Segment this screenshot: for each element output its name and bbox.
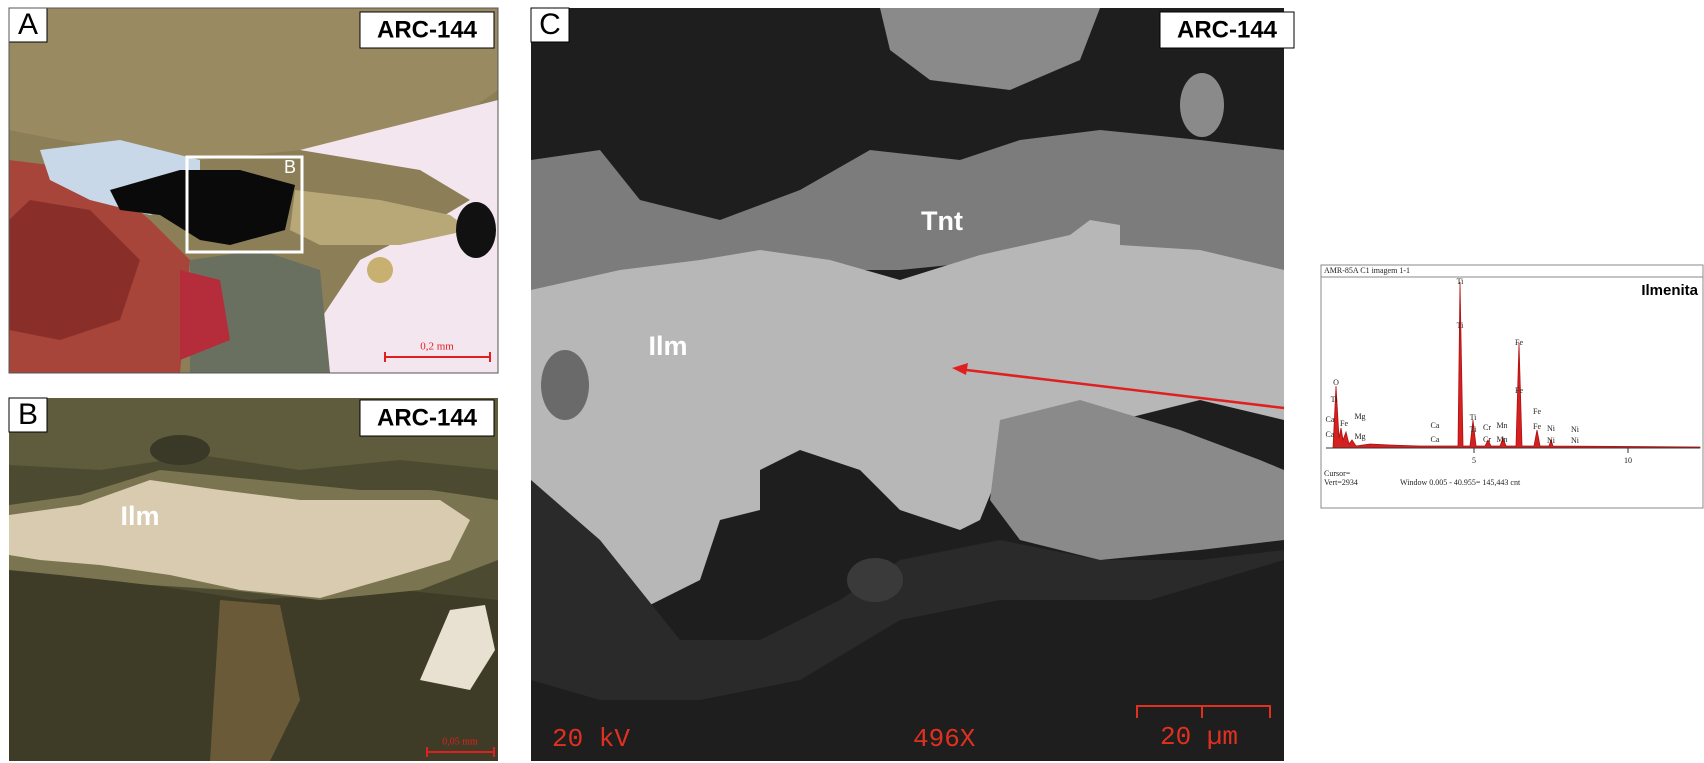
spectrum-frame: [1321, 265, 1703, 508]
peak-label: Ti: [1470, 425, 1478, 434]
sem-scale: 20 µm: [1160, 722, 1238, 752]
peak-label: Ca: [1326, 415, 1335, 424]
peak-label: Cr: [1483, 435, 1491, 444]
peak-label: Fe: [1515, 386, 1523, 395]
peak-label: Ti: [1470, 413, 1478, 422]
panel-letter: A: [18, 8, 38, 41]
peak-label: O: [1333, 378, 1339, 387]
spectrum-cursor: Cursor=: [1324, 469, 1351, 478]
peak-label: Ni: [1547, 424, 1556, 433]
eds-spectrum: AMR-85A C1 imagem 1-1 Ilmenita 5 10 Curs…: [1321, 265, 1703, 508]
sem-magnification: 496X: [913, 724, 976, 754]
panel-a-image: [9, 8, 498, 373]
peak-label: Ni: [1571, 425, 1580, 434]
peak-label: Ti: [1331, 395, 1339, 404]
panel-letter: B: [18, 398, 38, 431]
sample-tag: ARC-144: [377, 16, 478, 43]
peak-label: Mn: [1496, 421, 1507, 430]
zoom-box-label: B: [284, 157, 296, 177]
peak-label: Ca: [1431, 421, 1440, 430]
peak-label: Mg: [1354, 432, 1365, 441]
peak-label: Mg: [1354, 412, 1365, 421]
peak-label: Fe: [1533, 407, 1541, 416]
spectrum-vert: Vert=2934: [1324, 478, 1358, 487]
spectrum-title: AMR-85A C1 imagem 1-1: [1324, 266, 1410, 275]
spectrum-mineral: Ilmenita: [1641, 282, 1698, 299]
mineral-label: Tnt: [921, 206, 963, 236]
peak-label: Ti: [1457, 321, 1465, 330]
panel-letter: C: [539, 8, 561, 41]
figure: B 0,2 mm A ARC-144 0,05 mm Ilm B ARC-144: [0, 0, 1704, 763]
peak-label: Ca: [1431, 435, 1440, 444]
peak-label: Cr: [1483, 423, 1491, 432]
peak-label: Fe: [1515, 338, 1523, 347]
sample-tag: ARC-144: [1177, 16, 1278, 43]
panel-b-image: [9, 398, 498, 761]
panel-c-image: [531, 8, 1284, 761]
peak-label: Ni: [1571, 436, 1580, 445]
mineral-label: Ilm: [648, 331, 687, 361]
peak-label: Fe: [1340, 419, 1348, 428]
scale-bar-label: 0,05 mm: [442, 736, 478, 747]
peak-label: Fe: [1533, 422, 1541, 431]
spectrum-tick-label: 10: [1624, 456, 1632, 465]
peak-label: Ti: [1457, 277, 1465, 286]
spectrum-tick-label: 5: [1472, 456, 1476, 465]
peak-label: Mn: [1496, 435, 1507, 444]
peak-label: Ca: [1326, 430, 1335, 439]
peak-label: Ni: [1547, 436, 1556, 445]
spectrum-window: Window 0.005 - 40.955= 145,443 cnt: [1400, 478, 1521, 487]
scale-bar-label: 0,2 mm: [420, 341, 454, 353]
sem-voltage: 20 kV: [552, 724, 630, 754]
sample-tag: ARC-144: [377, 404, 478, 431]
mineral-label: Ilm: [120, 501, 159, 531]
